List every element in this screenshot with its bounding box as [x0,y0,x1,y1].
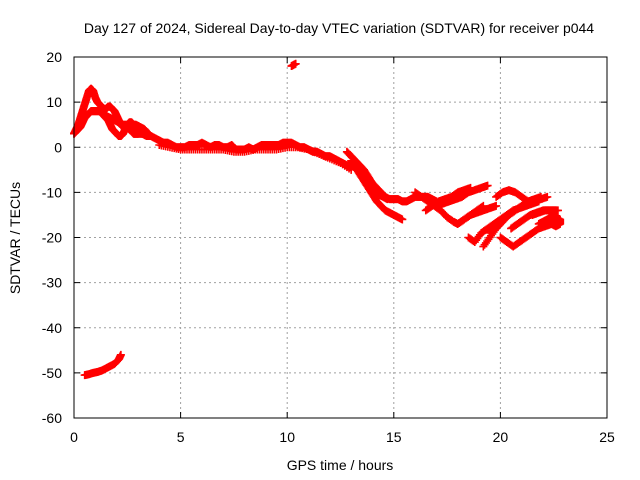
x-tick-label: 15 [386,429,402,445]
data-point [543,217,552,226]
data-point [553,206,562,215]
data-point [383,195,392,204]
x-tick-label: 0 [70,429,78,445]
axis-tick-labels: 0 5 10 15 20 25 20 10 0 -10 -20 -30 -40 -50 -60 [42,49,615,445]
data-point [483,181,492,190]
series-outlier-low [80,350,125,380]
x-axis-label: GPS time / hours [287,457,394,473]
y-tick-label: -30 [42,275,62,291]
y-tick-label: 0 [54,139,62,155]
y-tick-label: -60 [42,410,62,426]
series-branch-h [492,186,533,206]
series-tail-upper [528,206,562,219]
data-point [398,215,407,224]
grid [74,57,607,418]
chart-title: Day 127 of 2024, Sidereal Day-to-day VTE… [84,20,594,36]
data-point [536,192,545,201]
y-tick-label: -20 [42,230,62,246]
x-tick-label: 25 [599,429,615,445]
data-points [70,59,565,380]
y-tick-label: 10 [46,94,62,110]
series-plateau-low [155,140,356,174]
x-tick-label: 5 [177,429,185,445]
series-outlier-high [287,59,300,71]
series-branch-c [453,201,501,228]
x-tick-label: 10 [279,429,295,445]
data-point [524,197,533,206]
x-tick-label: 20 [493,429,509,445]
data-point [492,201,501,210]
y-tick-label: -10 [42,184,62,200]
series-branch-b [432,181,492,210]
axis-ticks [73,56,608,419]
y-tick-label: 20 [46,49,62,65]
series-tail [534,213,565,231]
data-point [291,59,300,68]
series-decline-mid [357,165,392,204]
data-point [116,350,125,359]
y-tick-label: -40 [42,320,62,336]
y-tick-label: -50 [42,365,62,381]
data-point [522,196,531,205]
y-axis-label: SDTVAR / TECUs [7,182,23,294]
